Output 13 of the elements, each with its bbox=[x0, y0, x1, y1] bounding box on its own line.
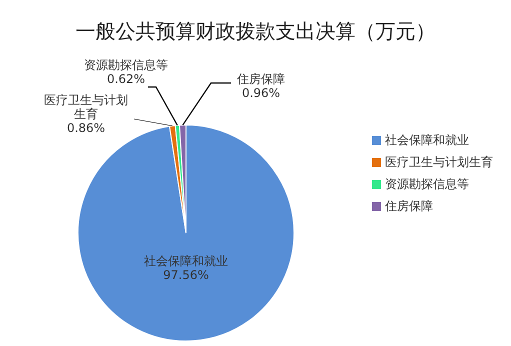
legend-label: 医疗卫生与计划生育 bbox=[385, 155, 493, 169]
legend-label: 住房保障 bbox=[385, 199, 433, 213]
data-label: 0.62% bbox=[106, 72, 146, 86]
chart-title: 一般公共预算财政拨款支出决算（万元） bbox=[76, 19, 436, 43]
legend-label: 资源勘探信息等 bbox=[385, 177, 469, 191]
slice-label: 住房保障 bbox=[236, 72, 286, 86]
data-label: 0.86% bbox=[66, 121, 106, 135]
slice-label: 资源勘探信息等 bbox=[83, 58, 169, 72]
slice-label: 社会保障和就业 bbox=[143, 254, 229, 268]
slice-label: 医疗卫生与计划生育 bbox=[43, 93, 129, 121]
legend-label: 社会保障和就业 bbox=[385, 133, 469, 147]
data-label: 97.56% bbox=[162, 268, 210, 282]
data-label: 0.96% bbox=[240, 86, 282, 100]
